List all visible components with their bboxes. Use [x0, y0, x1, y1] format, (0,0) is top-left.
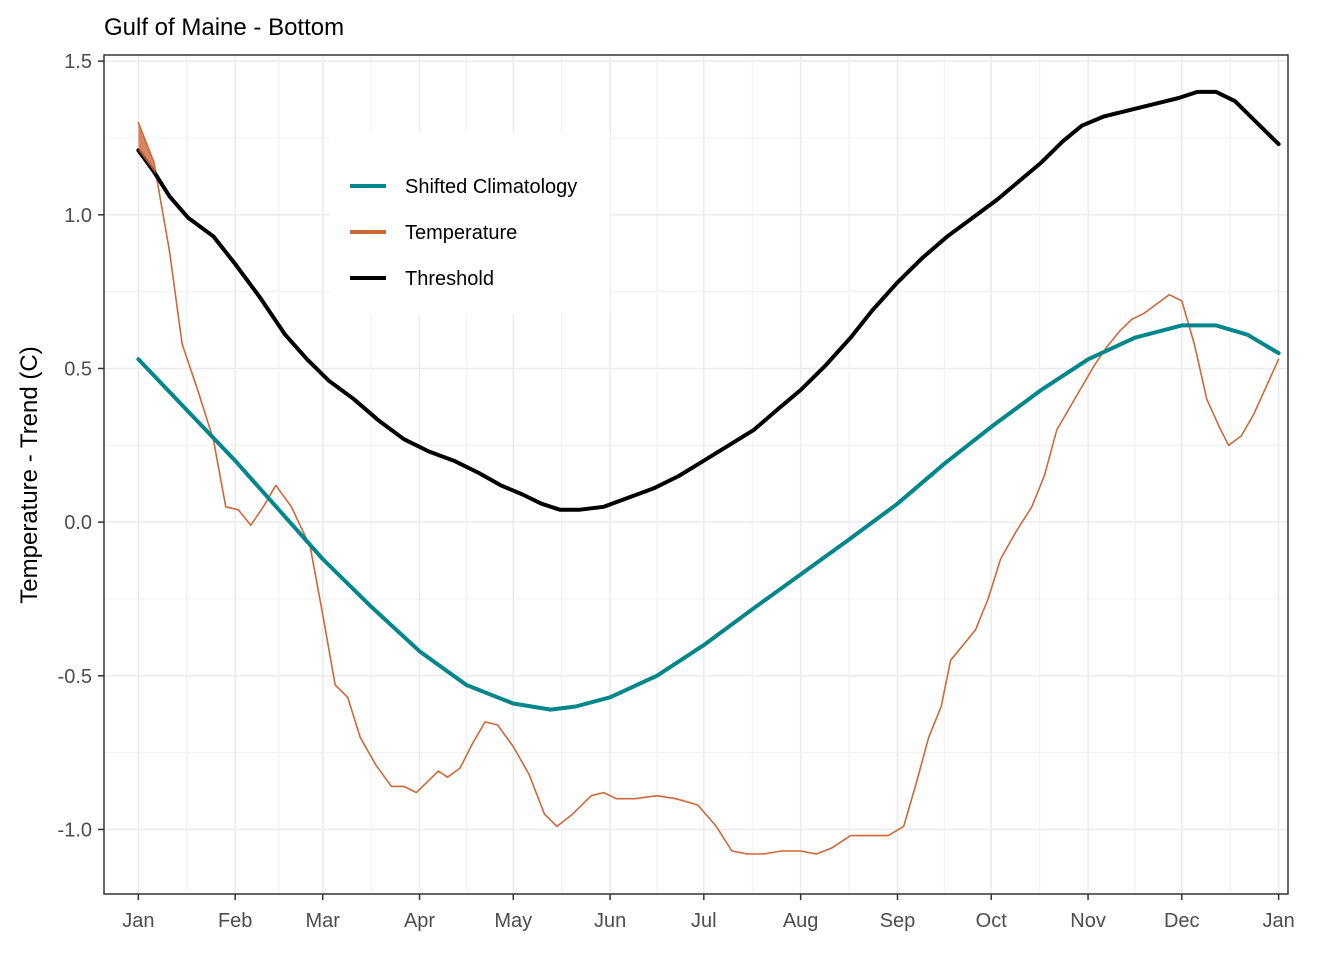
grid-major [104, 55, 1288, 894]
x-tick-label: Oct [976, 910, 1008, 932]
x-tick-label: Jun [594, 910, 626, 932]
series-line-temperature [137, 121, 1280, 855]
x-tick-label: Jul [691, 910, 717, 932]
chart-title: Gulf of Maine - Bottom [104, 14, 344, 41]
legend-background [330, 132, 610, 314]
y-tick-label: 1.0 [64, 205, 92, 227]
x-tick-label: Apr [404, 910, 435, 932]
x-tick-label: Aug [783, 910, 819, 932]
exceedance-area [138, 122, 156, 175]
legend-label: Temperature [405, 222, 517, 244]
y-tick-label: -1.0 [58, 819, 92, 841]
y-axis: 1.5 1.0 0.5 0.0 -0.5 -1.0 [58, 51, 104, 841]
x-tick-label: Dec [1164, 910, 1200, 932]
legend-label: Threshold [405, 268, 494, 290]
x-tick-label: Nov [1070, 910, 1106, 932]
x-tick-label: Feb [218, 910, 252, 932]
legend-label: Shifted Climatology [405, 176, 577, 198]
y-tick-label: 0.5 [64, 358, 92, 380]
x-tick-label: Sep [880, 910, 916, 932]
series-layer [136, 89, 1281, 855]
x-axis: Jan Feb Mar Apr May Jun Jul Aug Sep Oct Nov Dec Jan [122, 894, 1295, 932]
y-tick-label: 1.5 [64, 51, 92, 73]
series-line-shifted-climatology [136, 323, 1281, 712]
y-tick-label: -0.5 [58, 666, 92, 688]
legend: Shifted Climatology Temperature Threshold [330, 132, 610, 314]
x-tick-label: Jan [1263, 910, 1295, 932]
x-tick-label: May [494, 910, 532, 932]
series-line-threshold [136, 89, 1281, 512]
plot-border [103, 54, 1289, 895]
x-tick-label: Mar [305, 910, 340, 932]
y-axis-title: Temperature - Trend (C) [16, 346, 43, 603]
y-tick-label: 0.0 [64, 512, 92, 534]
x-tick-label: Jan [122, 910, 154, 932]
